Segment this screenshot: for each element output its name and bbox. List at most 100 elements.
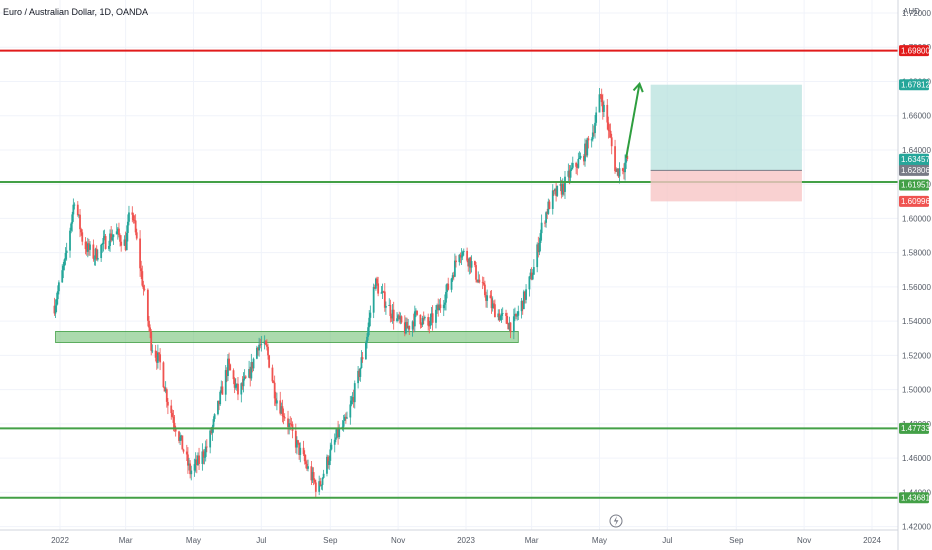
candle-body: [140, 268, 143, 272]
candle-body: [501, 313, 504, 314]
candle-body: [361, 357, 364, 360]
candle-body: [429, 317, 432, 326]
arrow-annotation[interactable]: [625, 81, 644, 158]
candle-body: [366, 336, 368, 344]
candle-body: [228, 358, 230, 365]
horizontal-levels[interactable]: [0, 49, 898, 499]
candle-body: [322, 473, 325, 478]
candle-body: [149, 327, 151, 332]
y-tick-label: 1.46000: [902, 454, 931, 463]
candle-body: [302, 447, 305, 455]
candle-body: [515, 313, 517, 317]
candle-body: [71, 214, 74, 224]
candle-body: [251, 362, 254, 369]
price-tag-label: 1.63457: [901, 155, 930, 164]
y-tick-label: 1.54000: [902, 317, 931, 326]
candle-body: [327, 456, 329, 465]
candle-body: [603, 104, 605, 112]
candle-body: [505, 313, 507, 316]
candle-body: [551, 190, 554, 209]
candle-body: [470, 261, 473, 268]
candle-body: [250, 362, 253, 379]
price-tag: [899, 492, 929, 504]
candle-body: [578, 158, 581, 160]
candle-body: [218, 400, 220, 405]
candle-body: [100, 244, 103, 259]
candle-body: [364, 343, 367, 360]
candle-body: [351, 397, 354, 401]
arrow-shaft: [625, 83, 641, 158]
candle-body: [621, 168, 624, 171]
candle-body: [601, 102, 604, 112]
candle-body: [333, 439, 336, 445]
candle-body: [274, 398, 277, 404]
x-tick-label: Sep: [729, 536, 744, 545]
candle-body: [408, 325, 411, 330]
candle-body: [531, 274, 534, 280]
candle-body: [388, 305, 391, 306]
candle-body: [455, 260, 457, 263]
candle-body: [530, 272, 533, 280]
candle-body: [391, 309, 394, 319]
candle-body: [559, 184, 562, 186]
candle-body: [312, 472, 315, 480]
candle-body: [79, 214, 81, 230]
candle-body: [468, 257, 471, 267]
price-tag-label: 1.47733: [901, 424, 930, 433]
price-tag: [899, 79, 929, 91]
candle-body: [328, 460, 331, 465]
price-tag: [899, 164, 929, 176]
candle-body: [546, 212, 549, 214]
candle-body: [583, 155, 585, 162]
candle-body: [427, 317, 430, 326]
candle-body: [141, 271, 144, 286]
candle-body: [69, 230, 71, 251]
candle-body: [537, 244, 540, 253]
candle-body: [392, 309, 395, 322]
candle-body: [473, 261, 476, 266]
candle-body: [377, 283, 380, 294]
candle-body: [459, 254, 462, 258]
candle-body: [326, 456, 328, 474]
candle-body: [318, 481, 321, 492]
candle-body: [307, 466, 309, 469]
candle-body: [623, 170, 625, 173]
candle-body: [382, 291, 385, 293]
candle-body: [411, 321, 414, 330]
candle-body: [178, 431, 180, 441]
candle-body: [204, 446, 207, 457]
candle-body: [242, 378, 245, 387]
candle-body: [296, 440, 298, 448]
candle-body: [279, 400, 282, 414]
candle-body: [244, 376, 247, 378]
candle-body: [108, 245, 110, 249]
candle-body: [155, 357, 158, 363]
candle-body: [421, 317, 424, 325]
candle-body: [439, 304, 442, 309]
long-position-tool[interactable]: [650, 84, 802, 202]
candle-body: [65, 250, 68, 253]
candle-body: [233, 379, 236, 388]
candle-body: [481, 282, 484, 284]
candle-body: [329, 449, 332, 461]
candle-body: [443, 302, 446, 305]
candle-body: [413, 311, 416, 327]
y-tick-label: 1.64000: [902, 146, 931, 155]
candle-body: [446, 283, 448, 292]
candle-body: [311, 472, 314, 481]
candle-body: [120, 241, 123, 246]
candle-body: [126, 221, 129, 233]
candle-body: [163, 387, 166, 392]
candle-body: [353, 383, 356, 403]
price-tag-label: 1.61951: [901, 181, 930, 190]
candle-body: [103, 236, 106, 238]
candle-body: [148, 320, 150, 328]
candle-body: [562, 183, 565, 192]
candle-body: [156, 352, 159, 363]
x-tick-label: Jul: [256, 536, 266, 545]
candle-body: [135, 232, 138, 239]
event-flag-icon[interactable]: [609, 514, 623, 528]
candle-body: [264, 341, 267, 345]
candle-body: [248, 369, 250, 378]
